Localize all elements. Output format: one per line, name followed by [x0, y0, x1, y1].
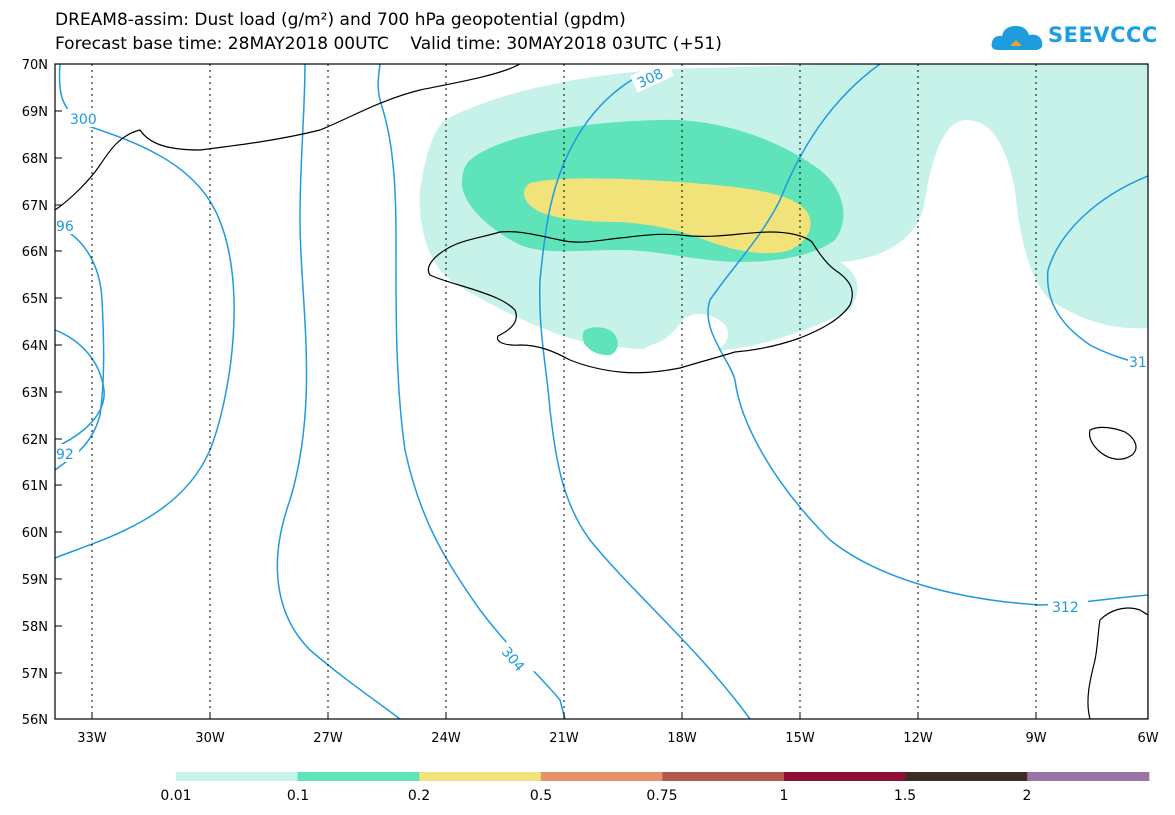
lat-label: 70N: [22, 58, 48, 73]
lon-label: 27W: [313, 731, 343, 746]
colorbar-swatch: [540, 772, 663, 781]
dust-load-gap: [636, 314, 729, 365]
cloud-icon: [991, 26, 1043, 50]
forecast-time-line: Forecast base time: 28MAY2018 00UTC Vali…: [55, 34, 722, 54]
latitude-axis: [55, 63, 62, 720]
lat-label: 57N: [22, 667, 48, 682]
colorbar-label: 0.75: [646, 788, 677, 804]
contour-label: 312: [1052, 600, 1079, 616]
contour-label: 96: [56, 219, 74, 235]
lat-label: 59N: [22, 573, 48, 588]
lon-label: 21W: [549, 731, 579, 746]
colorbar-label: 1.5: [894, 788, 916, 804]
contour-label: 31: [1129, 355, 1147, 371]
lon-label: 30W: [195, 731, 225, 746]
colorbar-swatch: [419, 772, 542, 781]
latitude-labels: 70N 69N 68N 67N 66N 65N 64N 63N 62N 61N …: [22, 58, 48, 728]
gridlines: [91, 64, 1037, 719]
logo-text: SEEVCCC: [1048, 23, 1158, 47]
map-plot-area: [55, 64, 1148, 719]
colorbar-swatch: [784, 772, 907, 781]
colorbar-labels: 0.01 0.1 0.2 0.5 0.75 1 1.5 2: [160, 788, 1031, 804]
lat-label: 58N: [22, 620, 48, 635]
geopotential-contours: [55, 64, 1148, 719]
contour-labels: 300 308 96 92 304 312 31: [55, 59, 1148, 683]
lon-label: 9W: [1025, 731, 1046, 746]
lon-label: 15W: [785, 731, 815, 746]
lat-label: 66N: [22, 245, 48, 260]
colorbar-label: 0.01: [160, 788, 191, 804]
contour-label: 92: [56, 447, 74, 463]
colorbar-label: 0.5: [530, 788, 552, 804]
lat-label: 62N: [22, 433, 48, 448]
colorbar-label: 0.1: [287, 788, 309, 804]
colorbar-label: 1: [780, 788, 789, 804]
lat-label: 56N: [22, 713, 48, 728]
colorbar-swatch: [1027, 772, 1150, 781]
colorbar-swatch: [297, 772, 420, 781]
map-title: DREAM8-assim: Dust load (g/m²) and 700 h…: [55, 10, 626, 30]
contour-label: 300: [70, 112, 97, 128]
lat-label: 67N: [22, 199, 48, 214]
lon-label: 33W: [77, 731, 107, 746]
colorbar-swatch: [662, 772, 785, 781]
colorbar-label: 0.2: [408, 788, 430, 804]
longitude-axis: [91, 712, 1037, 719]
colorbar: [176, 772, 1150, 781]
lon-label: 18W: [667, 731, 697, 746]
lon-label: 12W: [903, 731, 933, 746]
coastlines: [55, 64, 1148, 719]
lat-label: 65N: [22, 292, 48, 307]
longitude-labels: 33W 30W 27W 24W 21W 18W 15W 12W 9W 6W: [77, 731, 1158, 746]
lon-label: 24W: [431, 731, 461, 746]
colorbar-swatch: [176, 772, 299, 781]
lat-label: 68N: [22, 152, 48, 167]
lat-label: 69N: [22, 105, 48, 120]
lat-label: 60N: [22, 526, 48, 541]
lat-label: 64N: [22, 339, 48, 354]
lat-label: 61N: [22, 479, 48, 494]
lon-label: 6W: [1137, 731, 1158, 746]
lat-label: 63N: [22, 386, 48, 401]
colorbar-label: 2: [1023, 788, 1032, 804]
colorbar-swatch: [905, 772, 1028, 781]
